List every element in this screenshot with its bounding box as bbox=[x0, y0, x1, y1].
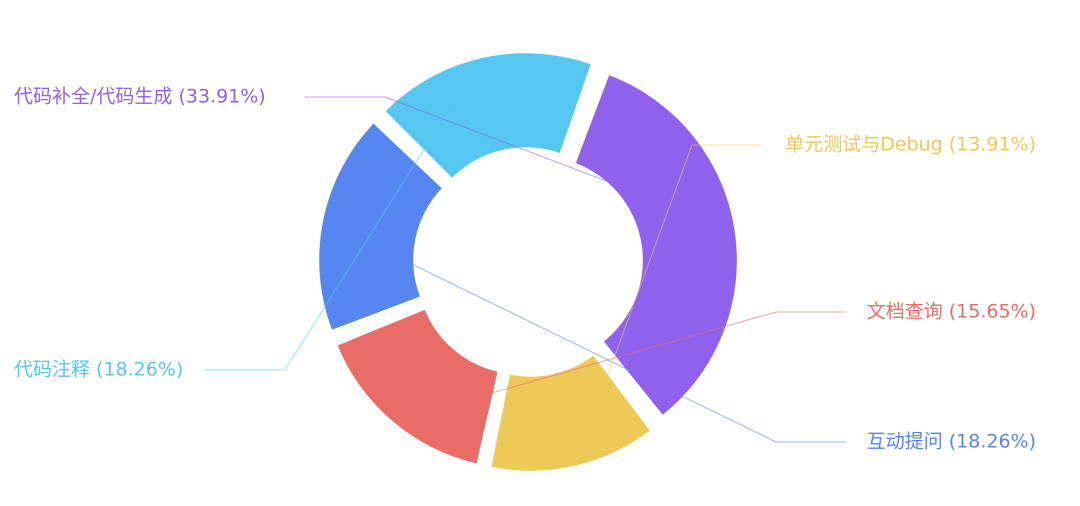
slice-label-1: 代码补全/代码生成 (33.91%) bbox=[14, 86, 266, 108]
leader-line-5 bbox=[205, 58, 482, 371]
donut-slice-3 bbox=[337, 309, 498, 464]
leader-lines bbox=[205, 58, 846, 466]
leader-line-2 bbox=[574, 144, 762, 466]
slice-label-4: 互动提问 (18.26%) bbox=[867, 431, 1036, 453]
donut-slice-5 bbox=[385, 53, 591, 178]
slice-label-3: 文档查询 (15.65%) bbox=[867, 301, 1036, 323]
leader-line-1 bbox=[305, 96, 735, 230]
donut-slice-4 bbox=[319, 123, 442, 330]
donut-slice-2 bbox=[491, 355, 650, 471]
leader-line-4 bbox=[322, 220, 846, 443]
donut-slice-1 bbox=[575, 75, 737, 415]
slice-label-5: 代码注释 (18.26%) bbox=[14, 359, 183, 381]
slice-label-2: 单元测试与Debug (13.91%) bbox=[785, 134, 1036, 156]
donut-slices bbox=[319, 53, 737, 471]
leader-line-3 bbox=[392, 311, 846, 422]
slice-labels: 代码补全/代码生成 (33.91%) 单元测试与Debug (13.91%) 文档查… bbox=[14, 86, 1036, 453]
